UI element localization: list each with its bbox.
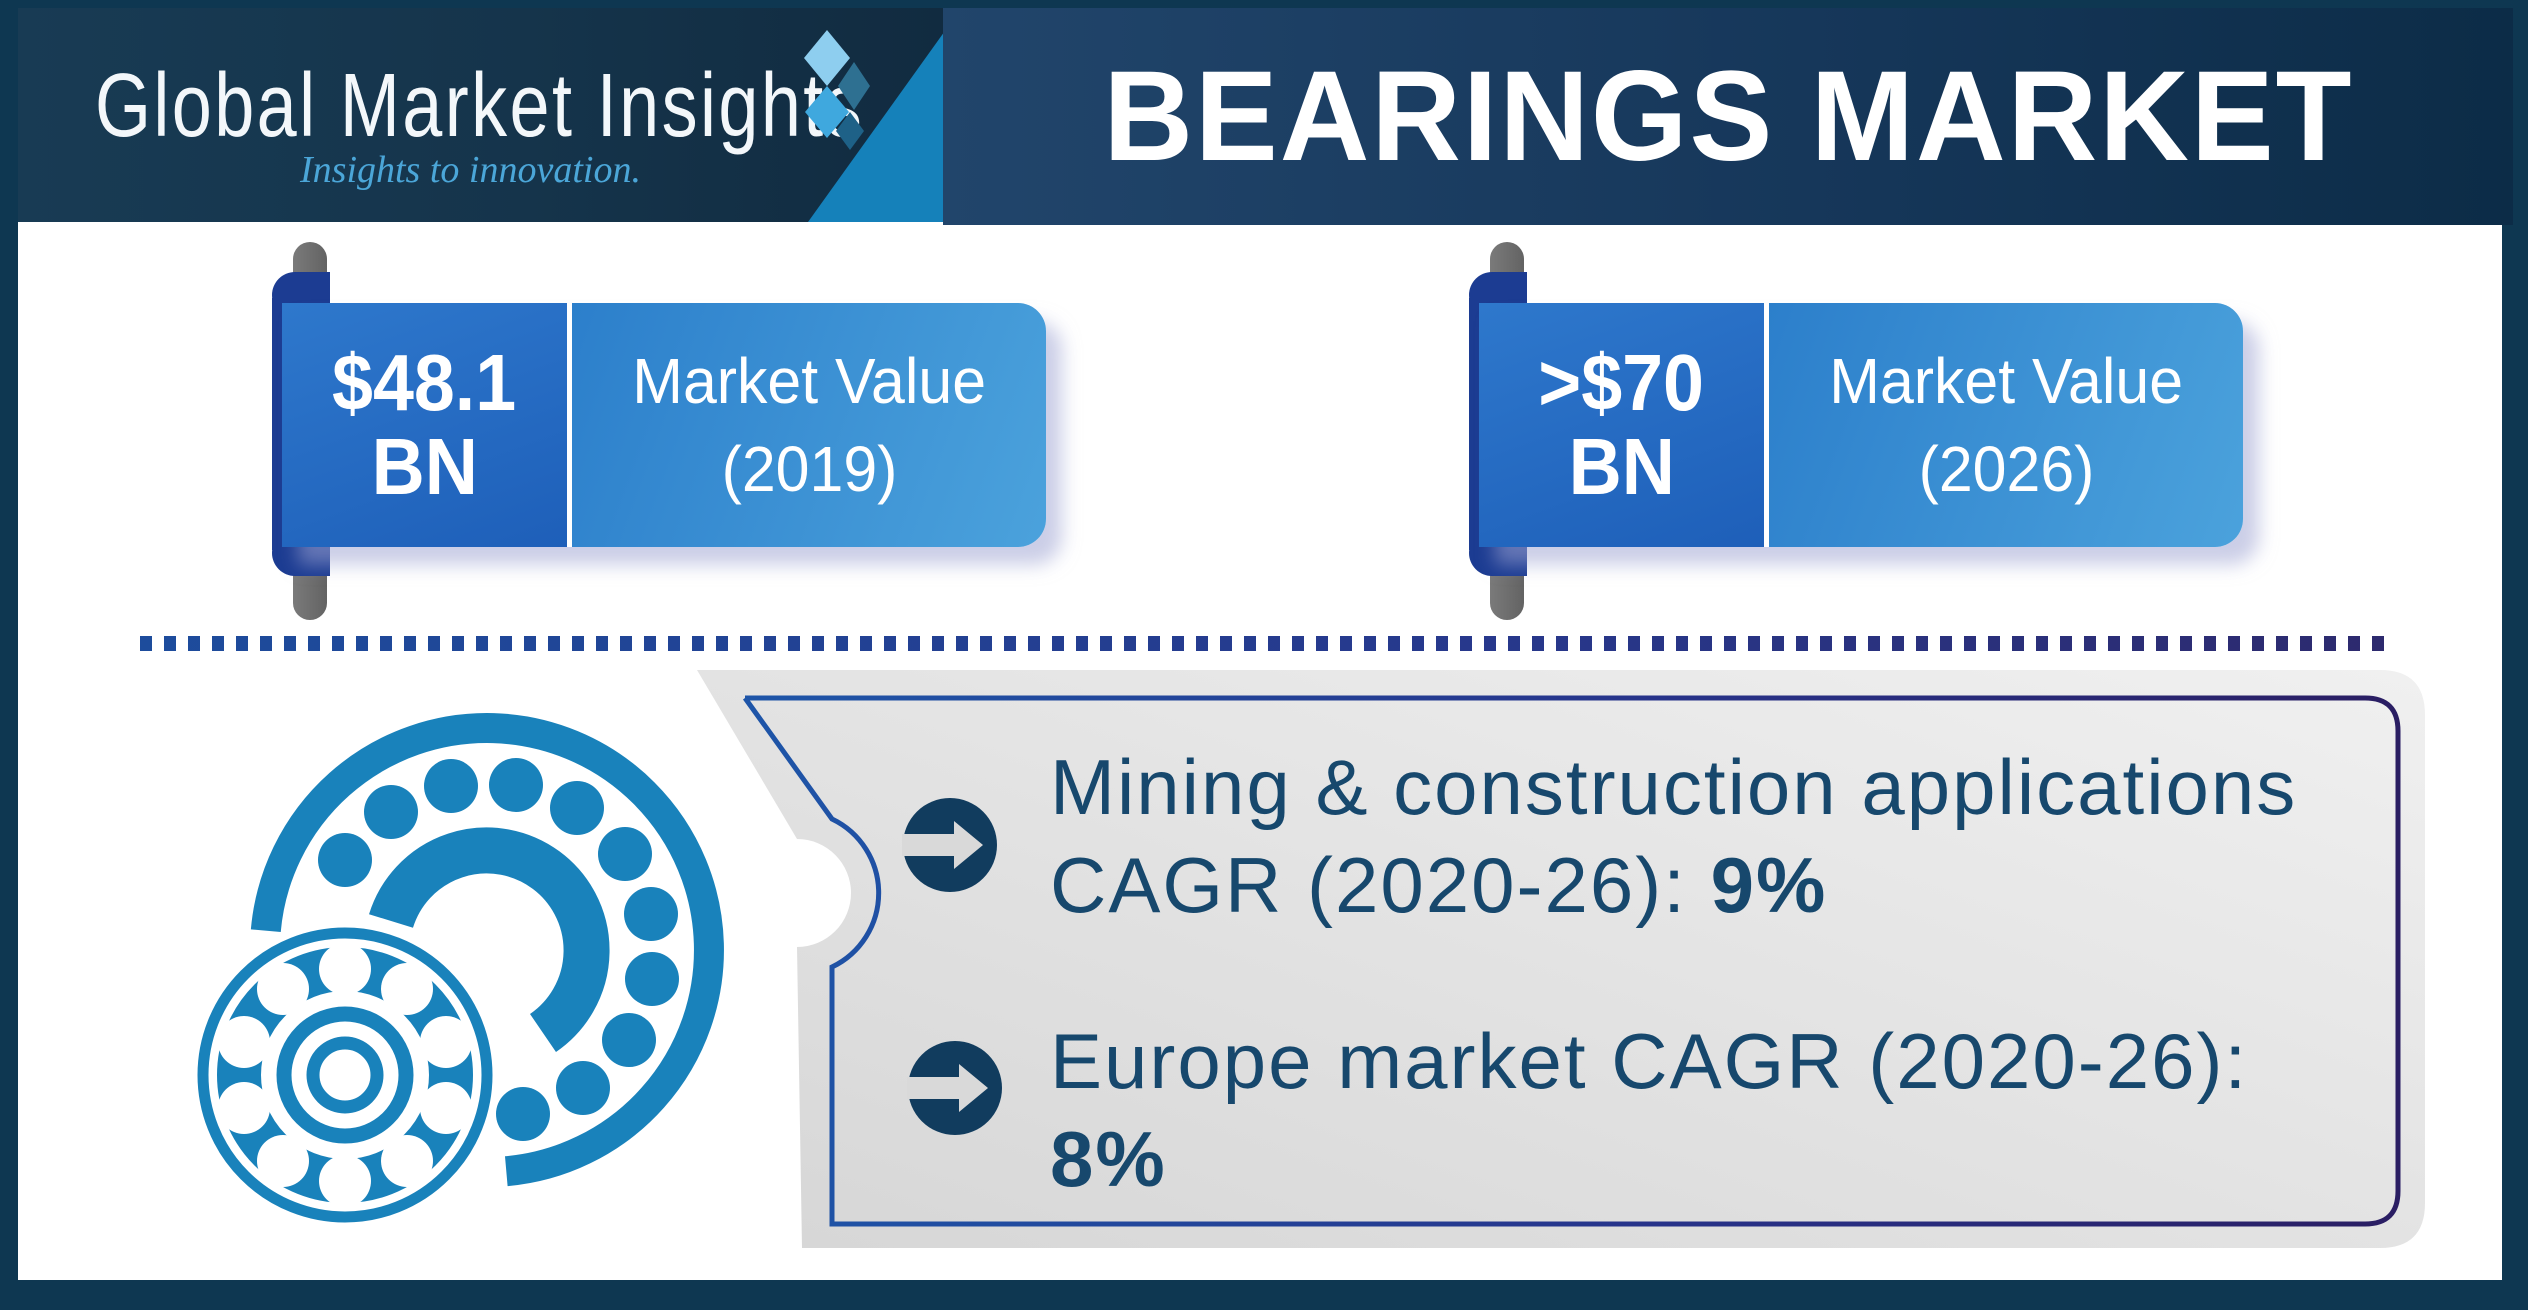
banner-label-line1: Market Value — [632, 345, 986, 417]
info-panel-bg — [697, 670, 2425, 1248]
banner-value-amount: >$70 — [1538, 338, 1705, 427]
banner-value: $48.1 BN — [282, 303, 567, 547]
bearing-outer-ring — [250, 713, 724, 1187]
bearing-balls — [318, 758, 679, 1141]
banner-label-line2: (2019) — [721, 433, 897, 505]
frame-top — [0, 0, 2528, 8]
banner-body: $48.1 BN Market Value (2019) — [282, 303, 1046, 547]
banner-divider — [1764, 303, 1769, 547]
bullet-row: Mining & construction applications CAGR … — [1050, 738, 2480, 934]
logo-panel: Global Market Insights Insights to innov… — [18, 8, 943, 222]
bearing-balls — [218, 943, 472, 1207]
banner-label-line1: Market Value — [1829, 345, 2183, 417]
bullet-line1: Europe market CAGR (2020-26): — [1050, 1017, 2249, 1105]
bullet-line2-bold: 8% — [1050, 1115, 1167, 1203]
title-bar: BEARINGS MARKET — [943, 8, 2513, 225]
logo-wordmark: Global Market Insights — [95, 56, 865, 156]
arrow-circle-icon — [902, 798, 997, 892]
bearing-small-icon — [197, 927, 493, 1223]
bearing-large-icon — [250, 713, 724, 1187]
banner-value: >$70 BN — [1479, 303, 1764, 547]
banner-divider — [567, 303, 572, 547]
banner-value-unit: BN — [371, 422, 478, 511]
frame-left — [0, 0, 18, 1310]
bullet-line2: CAGR (2020-26): 9% — [1050, 836, 2480, 934]
banner-value-unit: BN — [1568, 422, 1675, 511]
frame-bottom — [0, 1280, 2528, 1310]
logo-tagline: Insights to innovation. — [300, 149, 641, 191]
banner-label: Market Value (2026) — [1769, 303, 2243, 547]
page-title: BEARINGS MARKET — [1102, 45, 2354, 188]
banner-label: Market Value (2019) — [572, 303, 1046, 547]
bullet-line1: Mining & construction applications — [1050, 743, 2298, 831]
bullet-line2: 8% — [1050, 1110, 2480, 1208]
dotted-divider — [140, 636, 2390, 651]
banner-value-amount: $48.1 — [332, 338, 517, 427]
bullet-row: Europe market CAGR (2020-26): 8% — [1050, 1012, 2480, 1208]
banner-body: >$70 BN Market Value (2026) — [1479, 303, 2243, 547]
bullet-line2-bold: 9% — [1710, 841, 1828, 929]
bearing-inner-ring — [369, 827, 610, 1052]
arrow-circle-icon — [907, 1041, 1002, 1135]
info-panel-border — [742, 695, 2401, 1227]
bullet-line2-text: CAGR (2020-26): — [1050, 841, 1711, 929]
banner-label-line2: (2026) — [1918, 433, 2094, 505]
